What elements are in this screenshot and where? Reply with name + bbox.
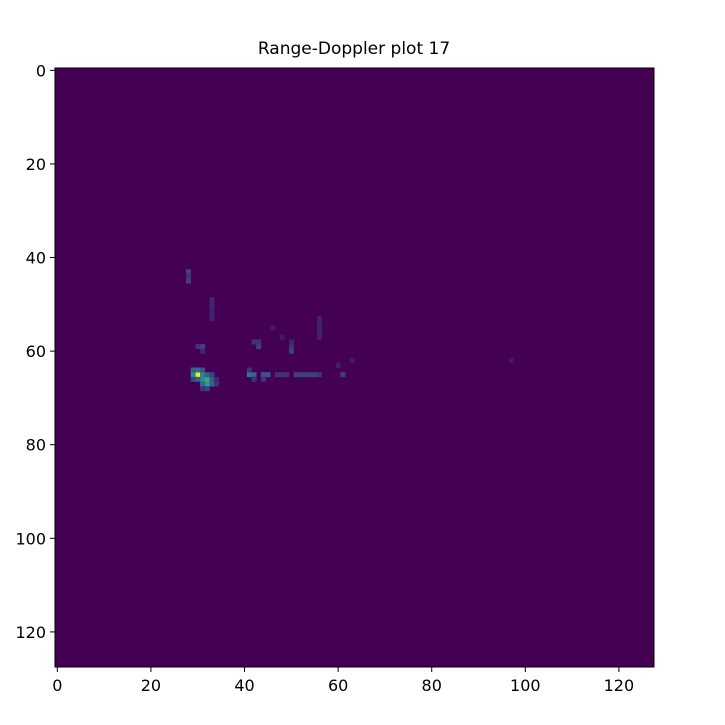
heatmap-cell	[195, 372, 201, 378]
heatmap-cell	[204, 376, 210, 382]
heatmap-cell	[200, 367, 206, 373]
heatmap-cell	[246, 372, 252, 378]
heatmap-cell	[335, 362, 341, 368]
heatmap-cell	[279, 372, 285, 378]
heatmap-cell	[209, 316, 215, 322]
heatmap-cell	[251, 372, 257, 378]
heatmap-cell	[214, 376, 220, 382]
heatmap-cell	[274, 372, 280, 378]
y-tick-label: 20	[26, 155, 46, 174]
heatmap-cell	[195, 376, 201, 382]
heatmap-cell	[251, 339, 257, 345]
heatmap-cell	[317, 334, 323, 340]
heatmap-cell	[340, 372, 346, 378]
heatmap-cell	[209, 372, 215, 378]
heatmap-cell	[190, 367, 196, 373]
heatmap-cell	[508, 358, 514, 364]
heatmap-cell	[288, 348, 294, 354]
heatmap-cell	[200, 372, 206, 378]
heatmap-cell	[209, 306, 215, 312]
heatmap-cell	[288, 339, 294, 345]
heatmap-cell	[209, 381, 215, 387]
y-tick-label: 60	[26, 342, 46, 361]
x-tick-label: 40	[234, 676, 254, 695]
heatmap-background	[55, 68, 654, 667]
heatmap-cell	[200, 344, 206, 350]
heatmap-cell	[186, 269, 192, 275]
x-tick-label: 100	[510, 676, 541, 695]
heatmap-cell	[200, 381, 206, 387]
heatmap-cell	[186, 273, 192, 279]
heatmap-cell	[190, 372, 196, 378]
heatmap-cell	[200, 386, 206, 392]
heatmap-cell	[307, 372, 313, 378]
heatmap-cell	[349, 358, 355, 364]
heatmap-cell	[186, 278, 192, 284]
x-tick-label: 80	[422, 676, 442, 695]
heatmap-cell	[317, 320, 323, 326]
heatmap-cell	[214, 381, 220, 387]
heatmap-cell	[303, 372, 309, 378]
heatmap-cell	[190, 376, 196, 382]
heatmap-cell	[265, 372, 271, 378]
heatmap-cell	[204, 386, 210, 392]
y-tick-label: 40	[26, 249, 46, 268]
y-tick-label: 120	[15, 623, 46, 642]
heatmap-cell	[284, 372, 290, 378]
heatmap-cell	[279, 334, 285, 340]
heatmap-cell	[204, 381, 210, 387]
heatmap-cell	[312, 372, 318, 378]
x-tick-label: 20	[141, 676, 161, 695]
x-tick-label: 60	[328, 676, 348, 695]
heatmap-cell	[298, 372, 304, 378]
heatmap-cell	[288, 344, 294, 350]
heatmap-cell	[251, 376, 257, 382]
heatmap-cell	[195, 344, 201, 350]
heatmap-cell	[209, 297, 215, 303]
heatmap-cell	[317, 325, 323, 331]
heatmap-cell	[293, 372, 299, 378]
heatmap-cell	[204, 372, 210, 378]
heatmap-cell	[200, 348, 206, 354]
heatmap-cell	[209, 301, 215, 307]
heatmap-cell	[200, 376, 206, 382]
heatmap-cell	[260, 372, 266, 378]
chart-title: Range-Doppler plot 17	[258, 39, 450, 59]
heatmap-cell	[317, 330, 323, 336]
heatmap-cell	[317, 316, 323, 322]
heatmap-cell	[209, 311, 215, 317]
axes-frame	[54, 67, 655, 668]
heatmap-cell	[256, 344, 262, 350]
heatmap-cell	[270, 325, 276, 331]
y-tick-label: 0	[36, 61, 46, 80]
x-tick-label: 120	[604, 676, 635, 695]
heatmap-cell	[256, 339, 262, 345]
heatmap-cell	[246, 367, 252, 373]
heatmap-cell	[317, 372, 323, 378]
y-tick-label: 100	[15, 529, 46, 548]
heatmap-cell	[260, 376, 266, 382]
heatmap-cell	[195, 367, 201, 373]
x-tick-label: 0	[52, 676, 62, 695]
y-tick-label: 80	[26, 436, 46, 455]
heatmap-cell	[209, 376, 215, 382]
